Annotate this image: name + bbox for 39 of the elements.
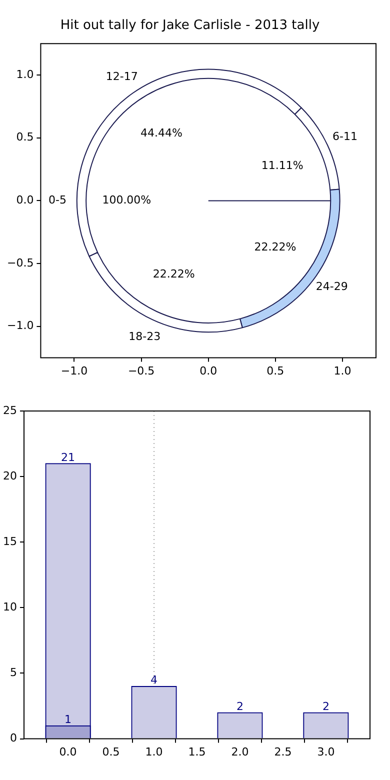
data-label: 21 [61,450,76,464]
slice-label: 18-23 [128,330,161,344]
data-label: 4 [150,674,158,687]
chart-title: Hit out tally for Jake Carlisle - 2013 tally [60,18,320,34]
data-label: 1 [64,713,72,726]
y-tick-label: −1.0 [6,319,34,332]
slice-label: 12-17 [106,70,138,84]
y-tick-label: 0 [10,732,17,745]
slice-label: 24-29 [316,280,348,294]
slice-label: 6-11 [332,130,358,143]
y-tick-label: 25 [2,404,17,417]
data-label: 11.11% [261,159,304,172]
y-tick-label: 10 [2,600,17,614]
x-tick-label: 3.0 [317,745,335,758]
y-tick-label: 15 [2,534,17,548]
data-label: 44.44% [140,126,182,140]
x-tick-label: 2.0 [231,745,249,758]
y-tick-label: 5 [10,666,17,680]
y-tick-label: 0.0 [16,194,34,207]
data-label: 100.00% [102,194,152,207]
y-tick-label: −0.5 [6,256,34,270]
x-tick-label: 0.5 [266,364,284,378]
data-label: 22.22% [152,268,195,281]
x-tick-label: 0.0 [59,745,77,758]
data-label: 22.22% [254,240,296,254]
x-tick-label: 0.0 [200,364,218,378]
x-tick-label: 1.0 [334,364,352,378]
y-tick-label: 20 [2,469,17,482]
slice-label: 0-5 [48,194,67,207]
x-tick-label: −1.0 [60,364,88,378]
y-tick-label: 0.5 [16,130,34,144]
x-tick-label: 0.5 [102,745,120,758]
x-tick-label: 2.5 [274,745,292,758]
x-tick-label: −0.5 [128,364,155,378]
data-label: 2 [322,700,330,713]
x-tick-label: 1.5 [188,745,206,758]
data-label: 2 [236,700,244,713]
y-tick-label: 1.0 [16,68,34,81]
x-tick-label: 1.0 [145,745,163,758]
